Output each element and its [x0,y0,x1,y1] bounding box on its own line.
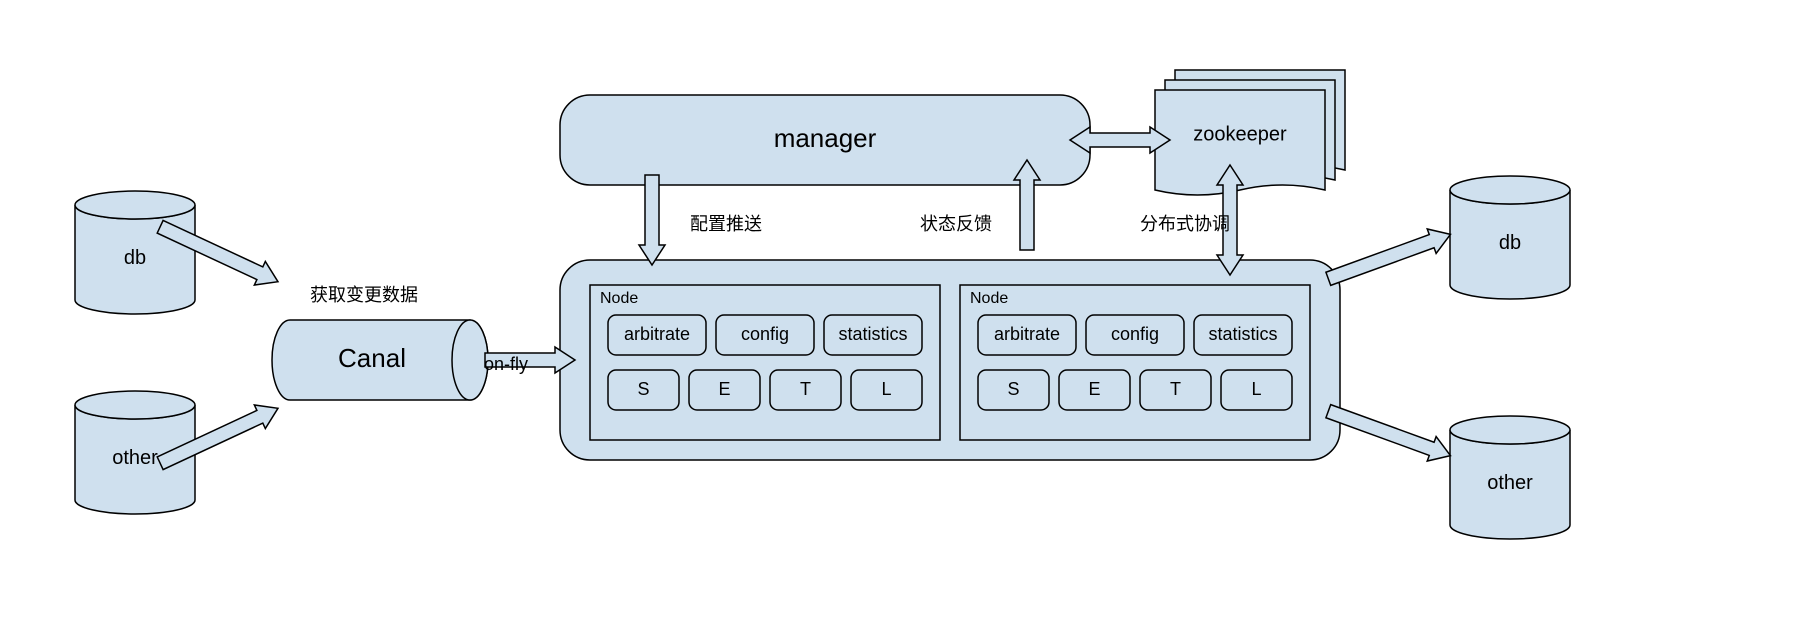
svg-text:E: E [1088,379,1100,399]
svg-text:db: db [1499,232,1521,254]
label-on_fly: on-fly [484,354,528,374]
label-config_push: 配置推送 [690,214,762,234]
svg-text:statistics: statistics [1208,324,1277,344]
svg-text:S: S [1007,379,1019,399]
svg-text:Canal: Canal [338,343,406,373]
arrow-manager-to-nodes [639,175,665,265]
svg-text:manager: manager [774,123,877,153]
nodes-container [560,260,1340,460]
svg-text:T: T [800,379,811,399]
svg-text:other: other [1487,472,1533,494]
svg-text:zookeeper: zookeeper [1193,123,1287,145]
svg-text:E: E [718,379,730,399]
svg-text:other: other [112,447,158,469]
canal-component: Canal [272,320,488,400]
svg-text:L: L [1251,379,1261,399]
svg-text:config: config [741,324,789,344]
label-fetch_data: 获取变更数据 [310,285,418,305]
arrow-manager-zookeeper [1070,127,1170,153]
svg-text:Node: Node [970,290,1008,307]
svg-text:arbitrate: arbitrate [994,324,1060,344]
arrow-nodes-to-db-bottom [1324,399,1455,468]
manager-box: manager [560,95,1090,185]
arrow-nodes-to-manager [1014,160,1040,250]
svg-text:L: L [881,379,891,399]
svg-text:config: config [1111,324,1159,344]
arrow-nodes-to-db-top [1324,222,1455,291]
svg-text:S: S [637,379,649,399]
svg-text:Node: Node [600,290,638,307]
zookeeper-stack: zookeeper [1155,70,1345,195]
svg-text:statistics: statistics [838,324,907,344]
db-source-top: db [75,191,195,314]
db-target-bottom: other [1450,416,1570,539]
svg-text:db: db [124,247,146,269]
label-status_feedback: 状态反馈 [920,214,992,234]
label-dist_coord: 分布式协调 [1140,214,1230,234]
svg-text:T: T [1170,379,1181,399]
architecture-diagram: db other db other Canal manager Node arbitrate c… [0,0,1800,643]
db-target-top: db [1450,176,1570,299]
svg-text:arbitrate: arbitrate [624,324,690,344]
